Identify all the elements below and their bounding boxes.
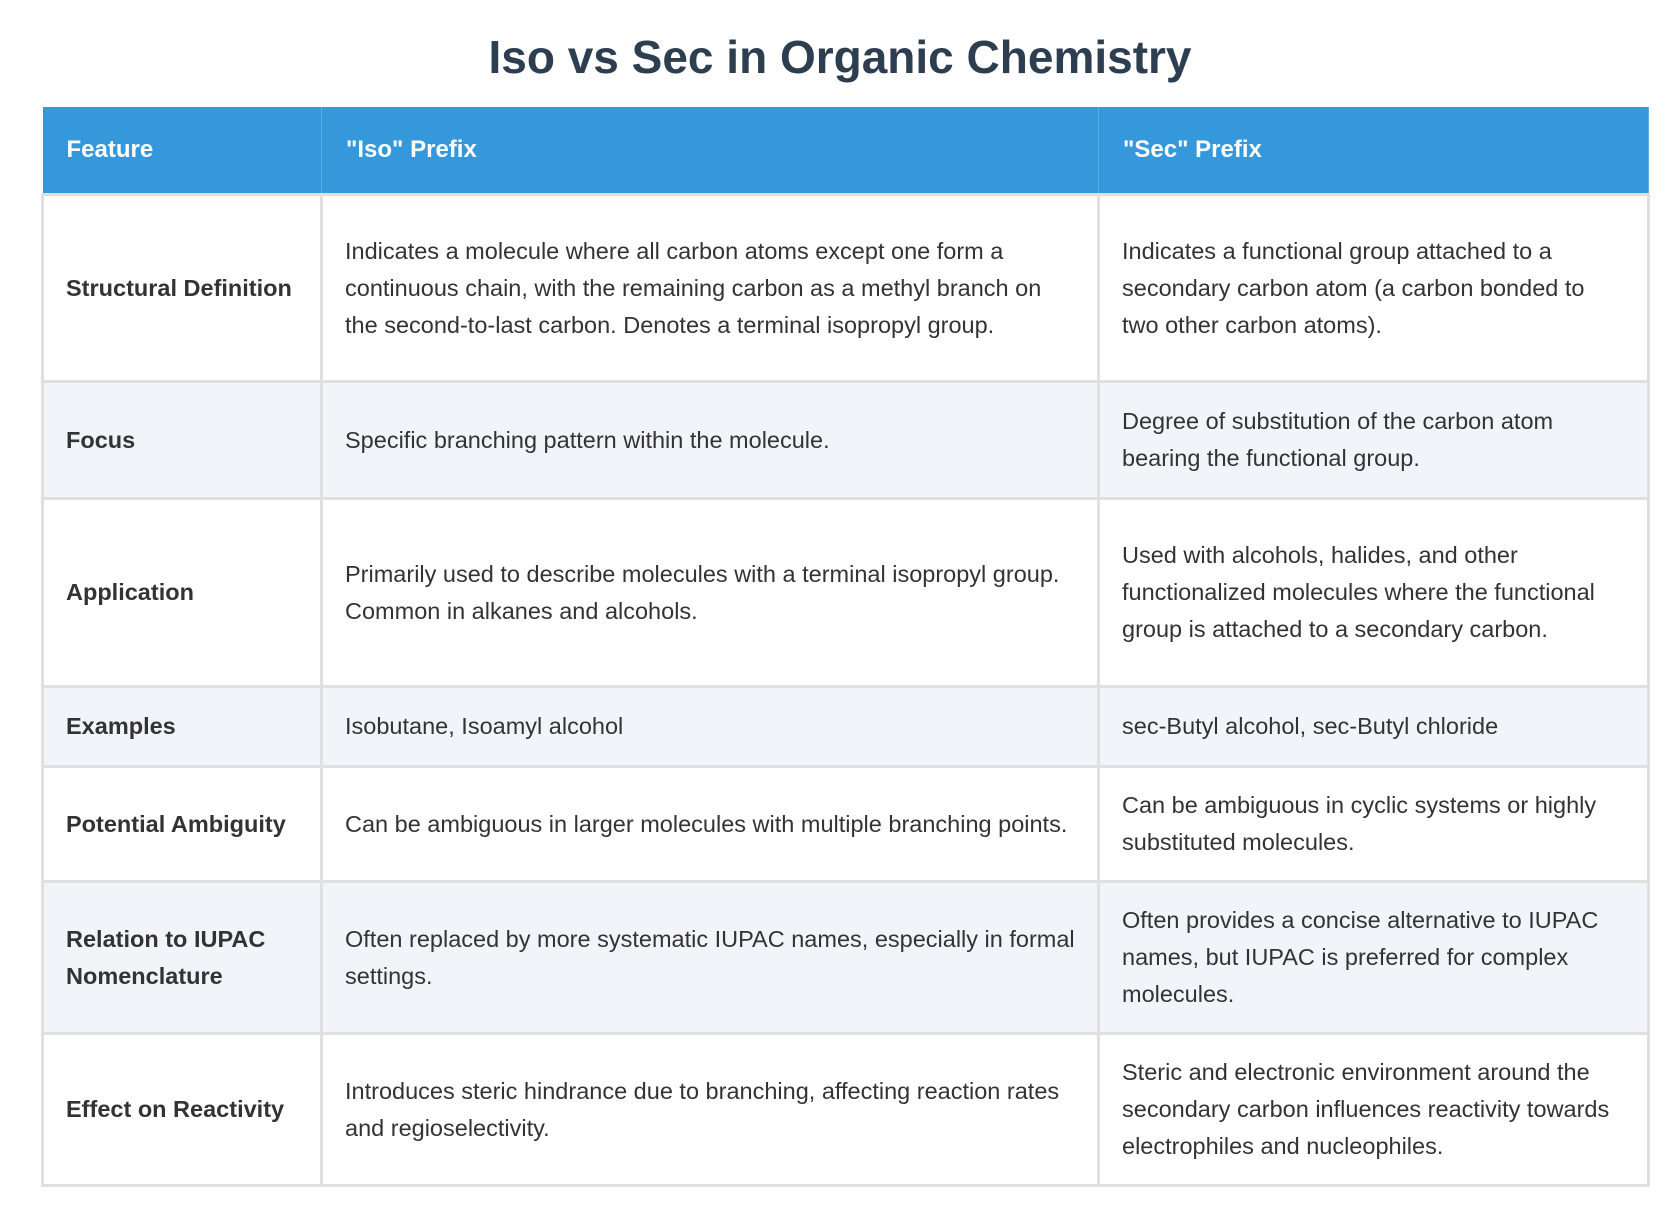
sec-cell: Often provides a concise alternative to …	[1097, 880, 1650, 1035]
header-sec: "Sec" Prefix	[1098, 107, 1649, 195]
table-row: Examples Isobutane, Isoamyl alcohol sec-Bu…	[41, 685, 1650, 768]
iso-cell: Introduces steric hindrance due to branc…	[320, 1032, 1100, 1187]
feature-cell: Potential Ambiguity	[41, 765, 323, 883]
table-row: Structural Definition Indicates a molecul…	[41, 193, 1650, 383]
iso-cell: Primarily used to describe molecules wit…	[320, 497, 1100, 688]
header-feature: Feature	[42, 107, 322, 195]
feature-cell: Application	[41, 497, 323, 688]
feature-cell: Focus	[41, 380, 323, 500]
table-row: Potential Ambiguity Can be ambiguous in l…	[41, 765, 1650, 883]
iso-cell: Specific branching pattern within the mo…	[320, 380, 1100, 500]
sec-cell: Can be ambiguous in cyclic systems or hi…	[1097, 765, 1650, 883]
sec-cell: Used with alcohols, halides, and other f…	[1097, 497, 1650, 688]
sec-cell: Indicates a functional group attached to…	[1097, 193, 1650, 383]
table-row: Effect on Reactivity Introduces steric hi…	[41, 1032, 1650, 1187]
comparison-table: Feature "Iso" Prefix "Sec" Prefix Struct…	[41, 107, 1650, 1187]
feature-cell: Relation to IUPAC Nomenclature	[41, 880, 323, 1035]
iso-cell: Can be ambiguous in larger molecules wit…	[320, 765, 1100, 883]
iso-cell: Often replaced by more systematic IUPAC …	[320, 880, 1100, 1035]
iso-cell: Isobutane, Isoamyl alcohol	[320, 685, 1100, 768]
header-iso: "Iso" Prefix	[321, 107, 1099, 195]
feature-cell: Examples	[41, 685, 323, 768]
sec-cell: sec-Butyl alcohol, sec-Butyl chloride	[1097, 685, 1650, 768]
sec-cell: Steric and electronic environment around…	[1097, 1032, 1650, 1187]
table-row: Application Primarily used to describe mo…	[41, 497, 1650, 688]
feature-cell: Effect on Reactivity	[41, 1032, 323, 1187]
table-row: Relation to IUPAC Nomenclature Often repl…	[41, 880, 1650, 1035]
page-title: Iso vs Sec in Organic Chemistry	[488, 31, 1192, 83]
iso-cell: Indicates a molecule where all carbon at…	[320, 193, 1100, 383]
feature-cell: Structural Definition	[41, 193, 323, 383]
table-header-row: Feature "Iso" Prefix "Sec" Prefix	[42, 107, 1649, 195]
sec-cell: Degree of substitution of the carbon ato…	[1097, 380, 1650, 500]
table-row: Focus Specific branching pattern within t…	[41, 380, 1650, 500]
